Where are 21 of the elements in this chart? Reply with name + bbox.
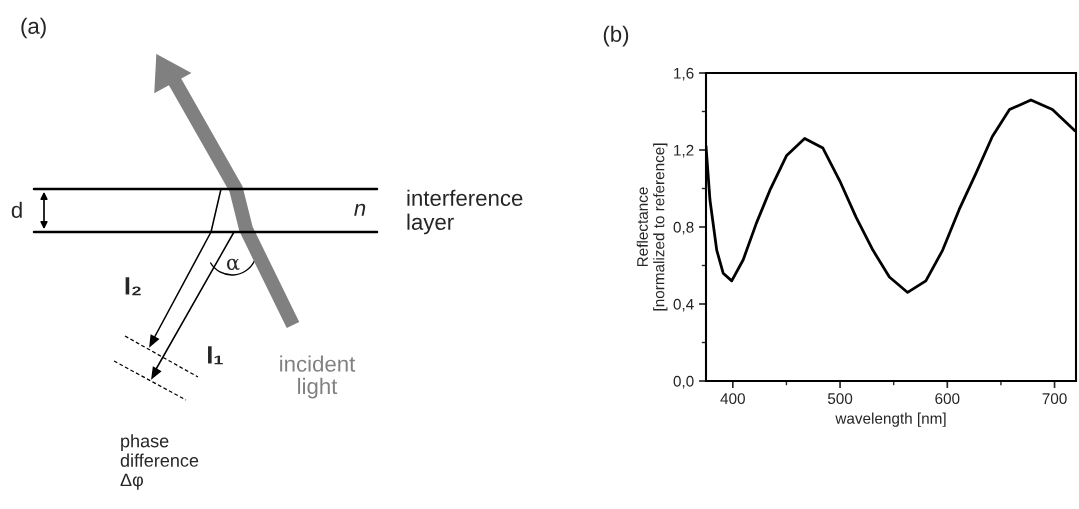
y-tick-label: 1,6 [674, 67, 694, 81]
x-tick-label: 500 [827, 393, 853, 405]
x-tick-label: 400 [720, 393, 745, 405]
text: interference layer [407, 189, 523, 235]
text: I₂ [125, 277, 141, 296]
y-tick-label: 1,2 [674, 144, 694, 158]
y-axis-title: Reflectance [normalized to reference] [636, 143, 668, 311]
text: d [11, 201, 22, 218]
text: phase difference Δφ [120, 434, 199, 490]
text: I₁ [208, 346, 223, 365]
text: n [354, 203, 366, 216]
text: (a) [21, 17, 46, 39]
y-tick-label: 0,8 [673, 221, 694, 235]
y-tick-label: 0,0 [673, 375, 694, 389]
chart-title: (b) [603, 25, 629, 47]
x-tick-label: 700 [1042, 393, 1067, 405]
x-axis-title: wavelength [nm] [835, 412, 946, 427]
x-tick-label: 600 [935, 393, 960, 405]
text: α [227, 258, 240, 270]
y-tick-label: 0,4 [673, 298, 694, 312]
text: incident light [280, 355, 356, 399]
